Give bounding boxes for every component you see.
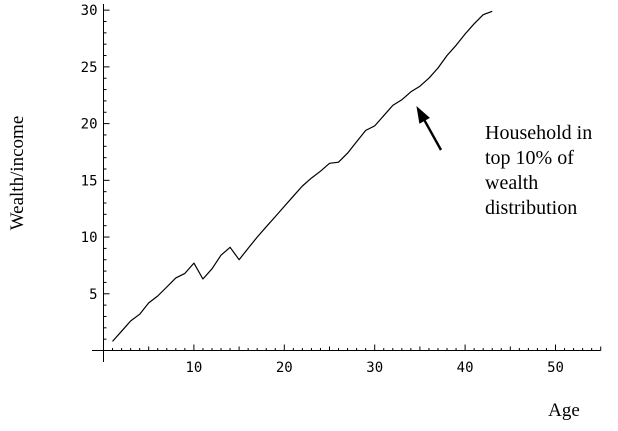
y-tick-label: 20 <box>81 117 98 133</box>
x-tick-label: 30 <box>366 360 383 376</box>
series-line <box>112 10 493 342</box>
y-tick-label: 10 <box>81 230 98 246</box>
y-tick-label: 30 <box>81 3 98 19</box>
x-tick-label: 20 <box>276 360 293 376</box>
y-tick-label: 5 <box>89 287 97 303</box>
annotation-text-line: top 10% of <box>485 147 574 169</box>
annotation-text-line: Household in <box>485 122 592 144</box>
x-tick-label: 10 <box>185 360 202 376</box>
y-axis-title: Wealth/income <box>7 116 28 231</box>
annotation-text-line: distribution <box>485 197 577 219</box>
ticks: 10 20 30 40 50 5 10 15 20 25 30 <box>81 3 602 376</box>
y-tick-label: 25 <box>81 60 98 76</box>
y-tick-label: 15 <box>81 173 98 189</box>
series <box>112 10 493 342</box>
x-axis-title: Age <box>548 400 580 421</box>
axes <box>92 4 601 362</box>
annotation-arrow-head <box>416 106 430 124</box>
x-tick-label: 50 <box>547 360 564 376</box>
annotation: Household in top 10% of wealth distribution <box>416 106 592 219</box>
annotation-text-line: wealth <box>485 172 538 194</box>
x-tick-label: 40 <box>457 360 474 376</box>
